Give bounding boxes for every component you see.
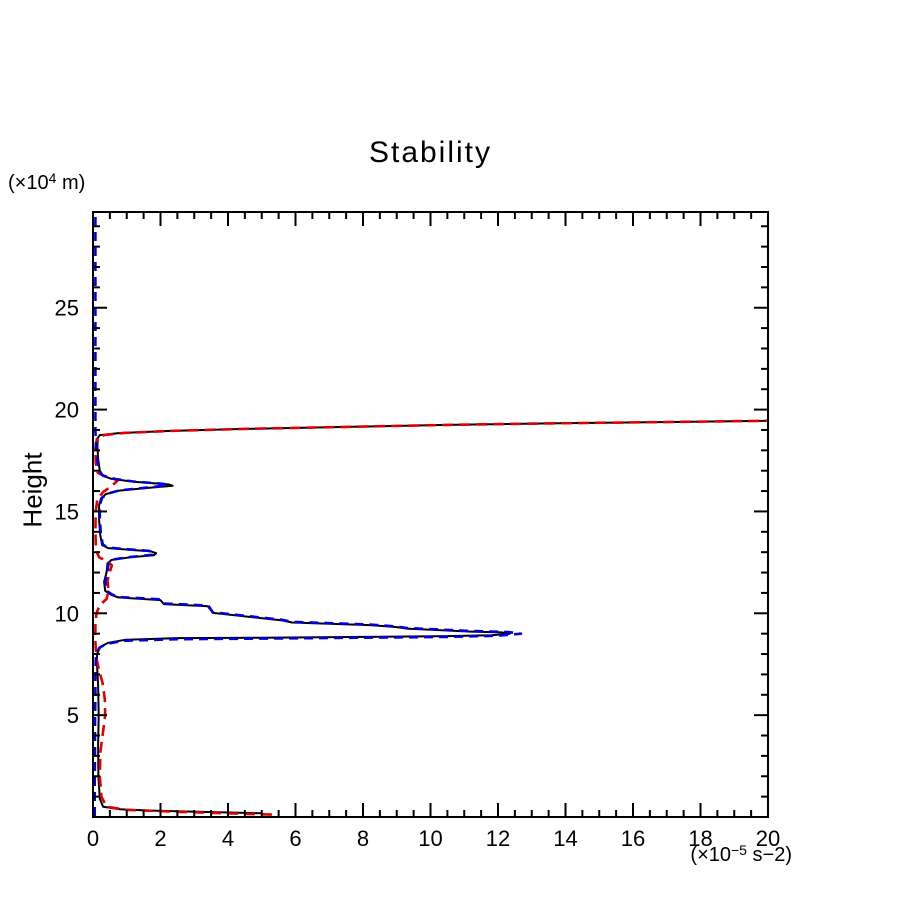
chart-title: Stability <box>368 136 493 169</box>
y-tick-label: 10 <box>55 601 79 626</box>
x-unit-pre: (×10 <box>690 844 731 866</box>
x-tick-label: 20 <box>756 826 780 851</box>
x-tick-label: 16 <box>621 826 645 851</box>
x-tick-label: 0 <box>87 826 99 851</box>
y-unit-pre: (×10 <box>8 172 49 194</box>
plot-frame <box>92 211 769 818</box>
series-red-dashed <box>94 419 769 816</box>
x-tick-label: 6 <box>289 826 301 851</box>
y-tick-label: 20 <box>55 398 79 423</box>
y-tick-label: 15 <box>55 499 79 524</box>
x-unit-post: s−2) <box>746 844 792 866</box>
x-tick-label: 18 <box>688 826 712 851</box>
y-unit-post: m) <box>56 172 86 194</box>
x-unit-exponent: −5 <box>731 842 747 858</box>
x-tick-label: 10 <box>418 826 442 851</box>
x-tick-label: 2 <box>154 826 166 851</box>
y-unit-exponent: 4 <box>48 170 57 186</box>
series-black-solid <box>96 419 769 815</box>
x-tick-label: 8 <box>357 826 369 851</box>
y-axis-unit-label: (×104 m) <box>8 170 85 195</box>
x-tick-label: 12 <box>486 826 510 851</box>
y-tick-label: 5 <box>67 703 79 728</box>
y-tick-label: 25 <box>55 296 79 321</box>
x-tick-label: 4 <box>222 826 234 851</box>
series-blue-dashed <box>93 214 523 816</box>
x-tick-label: 14 <box>553 826 577 851</box>
x-axis-unit-label: (×10−5 s−2) <box>690 842 792 867</box>
